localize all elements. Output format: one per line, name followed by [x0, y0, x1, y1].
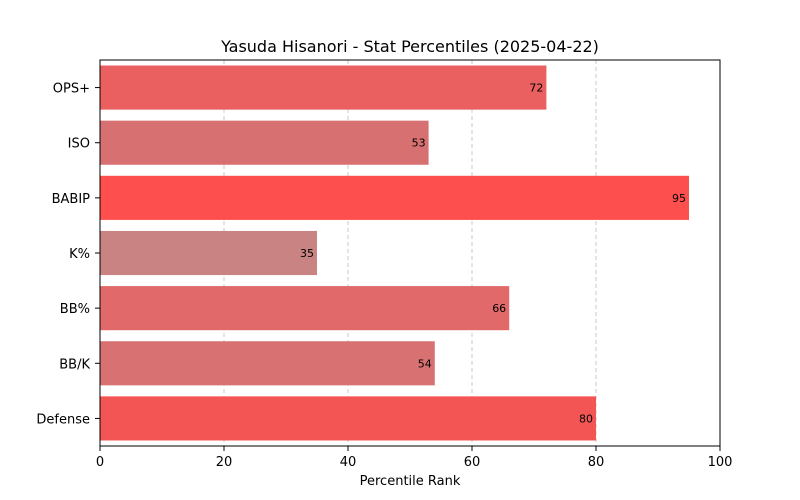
y-tick-label: Defense [36, 412, 90, 427]
bar-value-label: 35 [300, 247, 314, 260]
bars: 72 53 95 35 66 54 80 [100, 65, 689, 441]
bar-babip [100, 175, 689, 220]
chart-title: Yasuda Hisanori - Stat Percentiles (2025… [220, 37, 599, 56]
x-tick-label: 60 [464, 455, 481, 470]
bar-iso [100, 120, 429, 165]
x-tick-label: 100 [708, 455, 733, 470]
bar-value-label: 72 [529, 82, 543, 95]
bar-bb- [100, 286, 510, 331]
bar-value-label: 53 [412, 137, 426, 150]
x-tick-label: 20 [216, 455, 233, 470]
y-tick-label: BB/K [59, 357, 90, 372]
x-tick-label: 80 [588, 455, 605, 470]
x-tick-label: 40 [340, 455, 357, 470]
bar-value-label: 80 [579, 412, 593, 425]
y-tick-label: K% [69, 247, 90, 262]
bar-value-label: 54 [418, 357, 432, 370]
bar-ops- [100, 65, 547, 110]
y-tick-label: BABIP [52, 192, 91, 207]
y-tick-label: OPS+ [53, 82, 90, 97]
y-axis-ticks: OPS+ ISO BABIP K% BB% BB/K Defense [36, 82, 100, 427]
bar-value-label: 95 [672, 192, 686, 205]
x-axis-label: Percentile Rank [360, 474, 461, 489]
y-tick-label: BB% [60, 302, 90, 317]
bar-defense [100, 396, 596, 441]
y-tick-label: ISO [68, 137, 90, 152]
bar-bb-k [100, 341, 435, 386]
x-tick-label: 0 [96, 455, 104, 470]
bar-value-label: 66 [492, 302, 506, 315]
bar-k- [100, 230, 317, 276]
x-axis-ticks: 0 20 40 60 80 100 [96, 446, 733, 470]
